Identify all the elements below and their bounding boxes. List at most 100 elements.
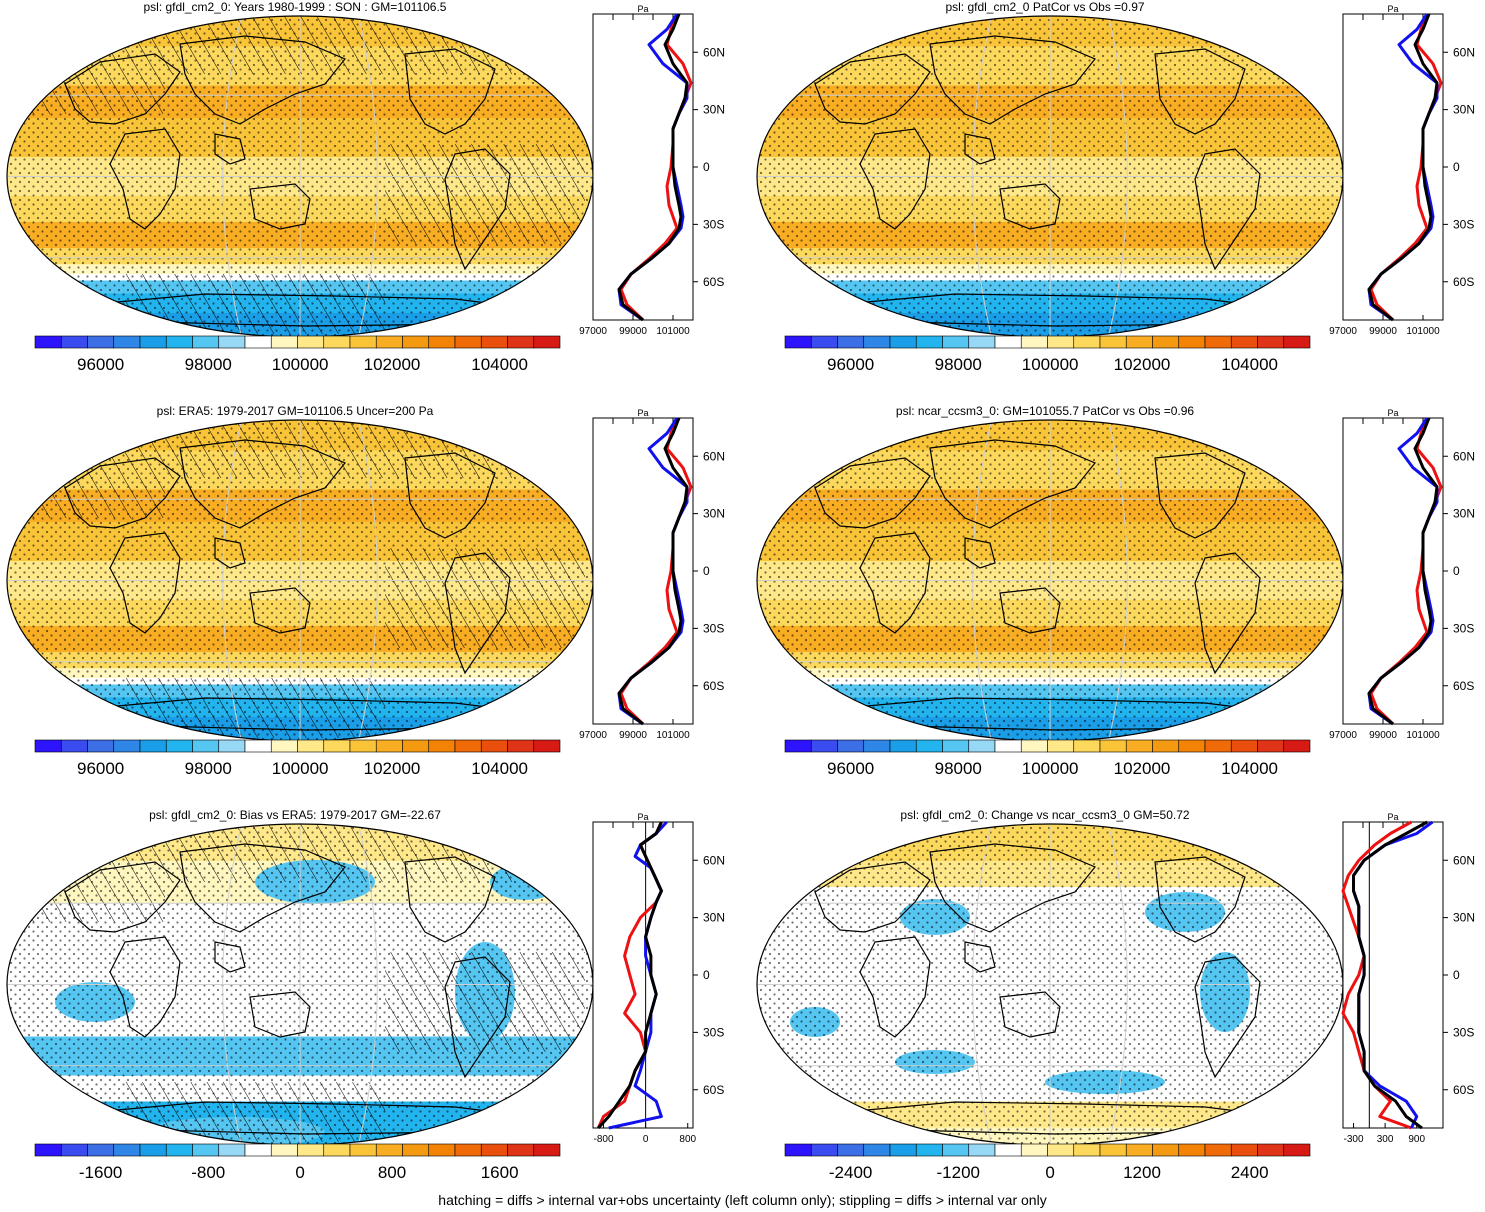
- colorbar-swatch: [968, 739, 996, 753]
- colorbar-swatch: [60, 739, 88, 753]
- colorbar-swatch: [968, 335, 996, 349]
- colorbar-swatch: [533, 739, 561, 753]
- profile-lat-label: 60S: [703, 275, 724, 289]
- colorbar-swatch: [165, 739, 193, 753]
- footer-note: hatching = diffs > internal var+obs unce…: [438, 1192, 1047, 1208]
- colorbar-swatch: [1178, 739, 1206, 753]
- coastline: [109, 936, 181, 1038]
- colorbar-label: 1600: [481, 1163, 519, 1182]
- colorbar-swatch: [889, 739, 917, 753]
- colorbar-label: -1600: [79, 1163, 122, 1182]
- colorbar-swatch: [1073, 1143, 1101, 1157]
- colorbar-swatch: [837, 335, 865, 349]
- profile-unit: Pa: [637, 4, 648, 14]
- graticule-line: [222, 420, 243, 741]
- colorbar-label: 96000: [827, 355, 874, 374]
- colorbar-swatch: [34, 335, 62, 349]
- colorbar-swatch: [837, 1143, 865, 1157]
- hatching: [385, 548, 585, 648]
- hatching: [385, 144, 585, 244]
- colorbar-label: 100000: [1022, 759, 1079, 778]
- map-figure: 96000 98000 100000 102000 104000 Pa 97000 99000…: [756, 4, 1475, 374]
- profile-xtick-label: 99000: [1369, 326, 1397, 337]
- colorbar-swatch: [297, 1143, 325, 1157]
- colorbar-label: 96000: [77, 355, 124, 374]
- colorbar-label: 104000: [1221, 759, 1278, 778]
- graticule-line: [972, 824, 993, 1145]
- colorbar-swatch: [942, 335, 970, 349]
- colorbar-swatch: [270, 335, 298, 349]
- profile-xtick-label: 101000: [1406, 326, 1440, 337]
- colorbar-swatch: [889, 335, 917, 349]
- profile-frame: [592, 13, 694, 321]
- coastline: [109, 532, 181, 634]
- colorbar-swatch: [1020, 739, 1048, 753]
- map-field: [7, 16, 593, 337]
- colorbar-swatch: [1230, 739, 1258, 753]
- colorbar-swatch: [810, 1143, 838, 1157]
- colorbar-swatch: [349, 335, 377, 349]
- colorbar-label: 104000: [1221, 355, 1278, 374]
- colorbar-swatch: [113, 1143, 141, 1157]
- profile-line-black: [1367, 417, 1439, 726]
- colorbar-swatch: [1283, 1143, 1311, 1157]
- colorbar-swatch: [165, 1143, 193, 1157]
- coastline: [179, 35, 346, 125]
- profile-lat-label: 30S: [1453, 217, 1474, 231]
- profile-unit: Pa: [1387, 408, 1398, 418]
- colorbar-swatch: [889, 1143, 917, 1157]
- colorbar-swatch: [1047, 739, 1075, 753]
- colorbar-swatch: [784, 739, 812, 753]
- graticule-line: [222, 824, 243, 1145]
- colorbar-swatch: [480, 1143, 508, 1157]
- coastline: [404, 452, 496, 539]
- colorbar-swatch: [87, 1143, 115, 1157]
- profile-lat-label: 30N: [1453, 911, 1475, 925]
- profile-lat-label: 0: [703, 564, 710, 578]
- profile-lat-label: 30S: [703, 217, 724, 231]
- profile-xtick-label: -800: [594, 1134, 614, 1145]
- panel-model-patcor: psl: gfdl_cm2_0 PatCor vs Obs =0.97 96000…: [750, 0, 1485, 395]
- hatching: [25, 882, 165, 922]
- profile-xtick-label: 97000: [579, 730, 607, 741]
- profile-line-black: [1352, 820, 1428, 1130]
- coastline: [1194, 552, 1261, 675]
- colorbar-label: 102000: [364, 759, 421, 778]
- colorbar-swatch: [375, 1143, 403, 1157]
- colorbar-swatch: [1047, 335, 1075, 349]
- colorbar-swatch: [87, 335, 115, 349]
- profile-lat-label: 0: [703, 968, 710, 982]
- profile-lat-label: 30S: [1453, 1025, 1474, 1039]
- colorbar-label: 0: [1045, 1163, 1054, 1182]
- profile-xtick-label: 101000: [1406, 730, 1440, 741]
- profile-lat-label: 30S: [703, 621, 724, 635]
- coastline: [859, 532, 931, 634]
- colorbar-label: 0: [295, 1163, 304, 1182]
- coastline: [404, 48, 496, 135]
- colorbar-swatch: [349, 739, 377, 753]
- colorbar-label: 100000: [272, 355, 329, 374]
- profile-xtick-label: 900: [1408, 1134, 1425, 1145]
- colorbar-swatch: [810, 335, 838, 349]
- panel-era5: psl: ERA5: 1979-2017 GM=101106.5 Uncer=2…: [0, 404, 740, 799]
- colorbar-swatch: [480, 739, 508, 753]
- colorbar-swatch: [402, 1143, 430, 1157]
- profile-lat-label: 60N: [703, 45, 725, 59]
- coastline: [179, 439, 346, 529]
- map-title: psl: gfdl_cm2_0 PatCor vs Obs =0.97: [945, 0, 1145, 14]
- colorbar-label: 102000: [1114, 355, 1171, 374]
- profile-unit: Pa: [1387, 812, 1398, 822]
- map-title: psl: gfdl_cm2_0: Change vs ncar_ccsm3_0 …: [900, 808, 1190, 822]
- colorbar-swatch: [1283, 335, 1311, 349]
- colorbar-label: 1200: [1123, 1163, 1161, 1182]
- colorbar-swatch: [994, 739, 1022, 753]
- coastline: [214, 133, 246, 165]
- profile-xtick-label: 101000: [656, 326, 690, 337]
- colorbar-swatch: [244, 739, 272, 753]
- profile-lat-label: 60S: [1453, 275, 1474, 289]
- coastline: [859, 936, 931, 1038]
- profile-xtick-label: 0: [643, 1134, 649, 1145]
- profile-lat-label: 60N: [1453, 449, 1475, 463]
- profile-frame: [592, 821, 694, 1129]
- map-field: [757, 420, 1343, 741]
